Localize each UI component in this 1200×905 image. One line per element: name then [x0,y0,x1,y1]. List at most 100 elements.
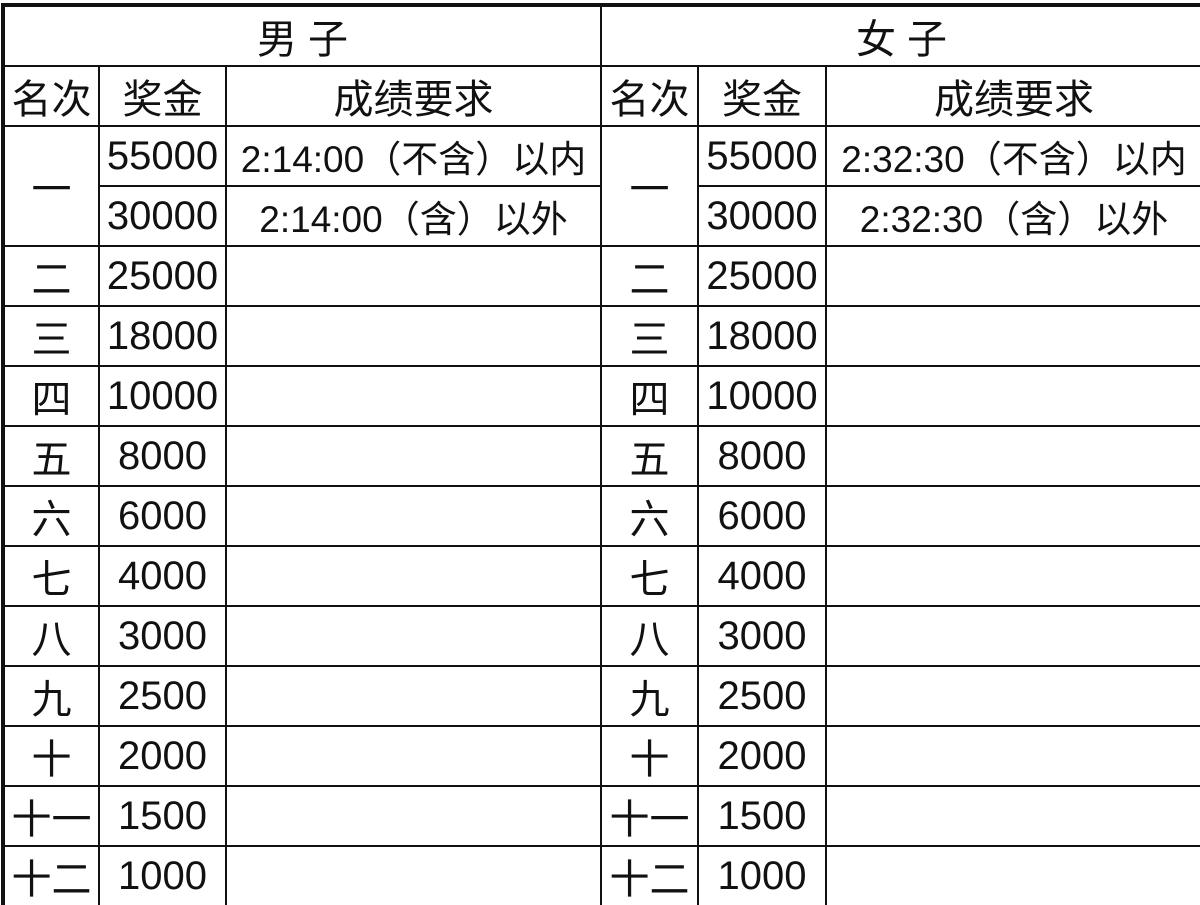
women-requirement-cell [825,545,1200,607]
women-prize-cell: 1500 [697,785,827,847]
men-prize-cell: 25000 [98,245,227,307]
column-line-tick [694,3,697,7]
men-rank-cell: 四 [2,365,100,427]
women-requirement-cell [825,785,1200,847]
women-prize-cell: 3000 [697,605,827,667]
table-row: 二 25000 二 25000 [2,245,1200,307]
women-prize-cell: 10000 [697,365,827,427]
column-line-tick [95,3,98,7]
women-rank-cell: 十二 [600,845,699,905]
men-first-tier2-prize: 30000 [98,185,227,247]
women-prize-cell: 1000 [697,845,827,905]
women-prize-cell: 25000 [697,245,827,307]
women-requirement-cell [825,605,1200,667]
women-section-title: 女 子 [600,4,1200,67]
men-requirement-cell [225,725,602,787]
prize-table-page: 男 子 女 子 名次 奖金 成绩要求 名次 奖金 成绩要求 一 55000 2:… [0,3,1200,905]
women-rank-cell: 三 [600,305,699,367]
table-row: 六 6000 六 6000 [2,485,1200,547]
first-place-tier1-row: 一 55000 2:14:00（不含）以内 一 55000 2:32:30（不含… [2,125,1200,247]
men-prize-cell: 8000 [98,425,227,487]
men-rank-cell: 十一 [2,785,100,847]
column-line-tick [221,3,224,7]
men-requirement-cell [225,425,602,487]
table-row: 四 10000 四 10000 [2,365,1200,427]
table-row: 九 2500 九 2500 [2,665,1200,727]
women-rank-cell: 五 [600,425,699,487]
women-rank-cell: 六 [600,485,699,547]
women-rank-cell: 十一 [600,785,699,847]
women-requirement-cell [825,485,1200,547]
women-rank-header: 名次 [600,65,699,127]
women-prize-cell: 18000 [697,305,827,367]
men-rank-cell: 九 [2,665,100,727]
women-prize-header: 奖金 [697,65,827,127]
men-prize-cell: 1500 [98,785,227,847]
women-prize-cell: 2000 [697,725,827,787]
group-header-row: 男 子 女 子 [2,4,1200,67]
men-prize-header: 奖金 [98,65,227,127]
women-requirement-cell [825,425,1200,487]
men-rank-cell: 二 [2,245,100,307]
men-prize-cell: 3000 [98,605,227,667]
women-first-tier2-requirement: 2:32:30（含）以外 [825,185,1200,247]
women-rank-cell: 七 [600,545,699,607]
men-requirement-cell [225,785,602,847]
women-rank-cell: 二 [600,245,699,307]
women-prize-cell: 4000 [697,545,827,607]
men-prize-cell: 18000 [98,305,227,367]
men-requirement-cell [225,665,602,727]
table-row: 十二 1000 十二 1000 [2,845,1200,905]
women-first-tier1-prize: 55000 [697,125,827,187]
men-prize-cell: 1000 [98,845,227,905]
men-rank-header: 名次 [2,65,100,127]
women-prize-cell: 2500 [697,665,827,727]
women-first-tier1-requirement: 2:32:30（不含）以内 [825,125,1200,187]
men-prize-cell: 2500 [98,665,227,727]
women-rank-cell: 九 [600,665,699,727]
women-requirement-header: 成绩要求 [825,65,1200,127]
men-first-tier1-prize: 55000 [98,125,227,187]
men-requirement-cell [225,545,602,607]
column-line-tick [821,3,824,7]
women-requirement-cell [825,245,1200,307]
women-requirement-cell [825,305,1200,367]
men-requirement-cell [225,365,602,427]
prize-table: 男 子 女 子 名次 奖金 成绩要求 名次 奖金 成绩要求 一 55000 2:… [1,3,1200,905]
women-first-place-rank: 一 [600,125,699,247]
men-section-title: 男 子 [2,4,602,67]
women-rank-cell: 十 [600,725,699,787]
women-requirement-cell [825,665,1200,727]
men-rank-cell: 三 [2,305,100,367]
column-line-tick [596,3,599,7]
men-rank-cell: 十二 [2,845,100,905]
women-requirement-cell [825,365,1200,427]
men-first-tier1-requirement: 2:14:00（不含）以内 [225,125,602,187]
table-row: 七 4000 七 4000 [2,545,1200,607]
men-prize-cell: 10000 [98,365,227,427]
women-rank-cell: 四 [600,365,699,427]
column-header-row: 名次 奖金 成绩要求 名次 奖金 成绩要求 [2,65,1200,127]
men-prize-cell: 2000 [98,725,227,787]
women-prize-cell: 6000 [697,485,827,547]
table-row: 十一 1500 十一 1500 [2,785,1200,847]
table-row: 十 2000 十 2000 [2,725,1200,787]
men-prize-cell: 4000 [98,545,227,607]
table-row: 八 3000 八 3000 [2,605,1200,667]
men-requirement-cell [225,245,602,307]
men-first-tier2-requirement: 2:14:00（含）以外 [225,185,602,247]
women-requirement-cell [825,845,1200,905]
men-rank-cell: 十 [2,725,100,787]
women-requirement-cell [825,725,1200,787]
women-first-tier2-prize: 30000 [697,185,827,247]
men-requirement-cell [225,485,602,547]
men-requirement-cell [225,605,602,667]
men-rank-cell: 七 [2,545,100,607]
men-requirement-cell [225,845,602,905]
women-prize-cell: 8000 [697,425,827,487]
women-rank-cell: 八 [600,605,699,667]
men-rank-cell: 八 [2,605,100,667]
men-rank-cell: 六 [2,485,100,547]
table-row: 五 8000 五 8000 [2,425,1200,487]
men-first-place-rank: 一 [2,125,100,247]
